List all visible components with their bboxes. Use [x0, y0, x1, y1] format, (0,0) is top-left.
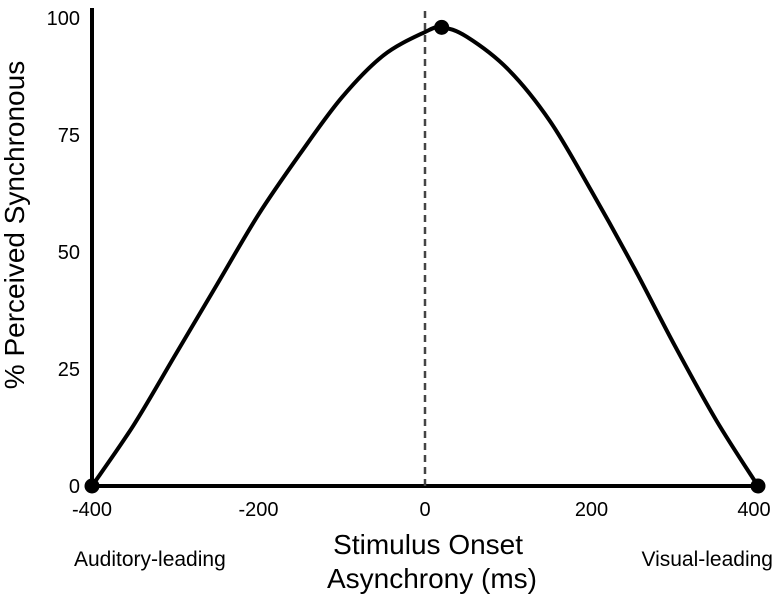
y-axis-title: % Perceived Synchronous [0, 61, 30, 389]
y-tick-label-75: 75 [58, 125, 80, 147]
auditory-leading-label: Auditory-leading [74, 548, 226, 571]
y-tick-labels: 0 25 50 75 100 [47, 8, 80, 498]
x-tick-label-200: 200 [575, 499, 608, 521]
x-tick-label--200: -200 [238, 499, 278, 521]
visual-leading-label: Visual-leading [641, 548, 773, 571]
data-point-0 [84, 478, 100, 494]
x-axis-title-line-2: Asynchrony (ms) [327, 563, 537, 594]
data-point-1 [434, 19, 450, 35]
axes [90, 8, 758, 488]
markers-group [84, 19, 766, 494]
x-tick-label-0: 0 [419, 499, 430, 521]
y-tick-label-25: 25 [58, 359, 80, 381]
x-tick-labels: -400 -200 0 200 400 [72, 499, 771, 521]
x-tick-label--400: -400 [72, 499, 112, 521]
x-tick-label-400: 400 [737, 499, 770, 521]
y-tick-label-100: 100 [47, 8, 80, 30]
x-axis-title-line-1: Stimulus Onset [333, 529, 523, 560]
y-tick-label-0: 0 [69, 476, 80, 498]
x-axis-title: Stimulus Onset Asynchrony (ms) [327, 529, 537, 594]
data-point-2 [750, 478, 766, 494]
y-tick-label-50: 50 [58, 242, 80, 264]
